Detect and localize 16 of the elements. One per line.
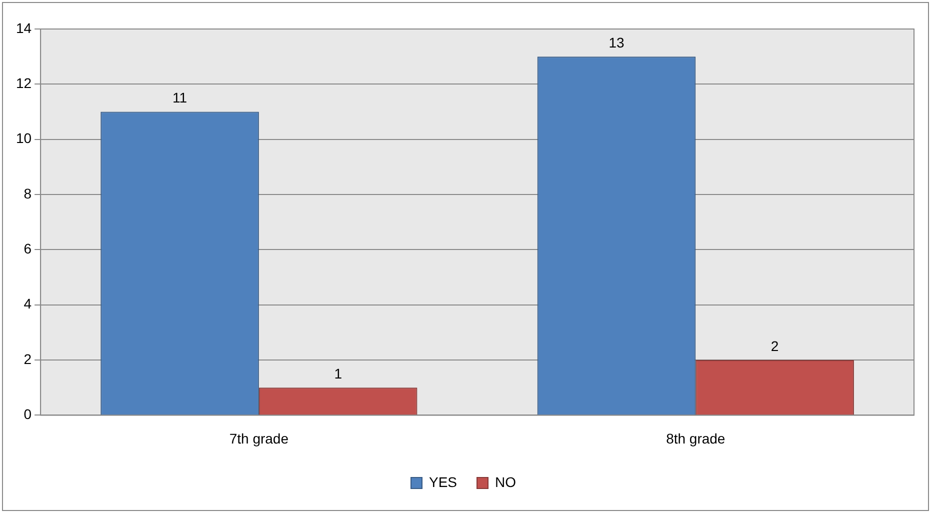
data-label: 1 bbox=[334, 365, 342, 382]
data-label: 13 bbox=[608, 34, 624, 50]
data-label: 11 bbox=[172, 90, 188, 106]
y-tick-label: 10 bbox=[16, 130, 32, 146]
y-tick-label: 8 bbox=[24, 185, 32, 202]
y-tick-label: 4 bbox=[24, 296, 32, 312]
y-tick-label: 0 bbox=[24, 406, 32, 422]
y-tick-label: 14 bbox=[16, 20, 32, 36]
legend-label: YES bbox=[428, 474, 458, 490]
data-label: 2 bbox=[770, 338, 779, 354]
x-tick-label: 7th grade bbox=[229, 430, 289, 446]
y-tick-label: 2 bbox=[24, 350, 32, 367]
legend-label: NO bbox=[495, 474, 516, 490]
x-tick-label: 8th grade bbox=[666, 430, 726, 446]
y-tick-label: 12 bbox=[16, 75, 32, 92]
y-tick-label: 6 bbox=[24, 240, 32, 257]
